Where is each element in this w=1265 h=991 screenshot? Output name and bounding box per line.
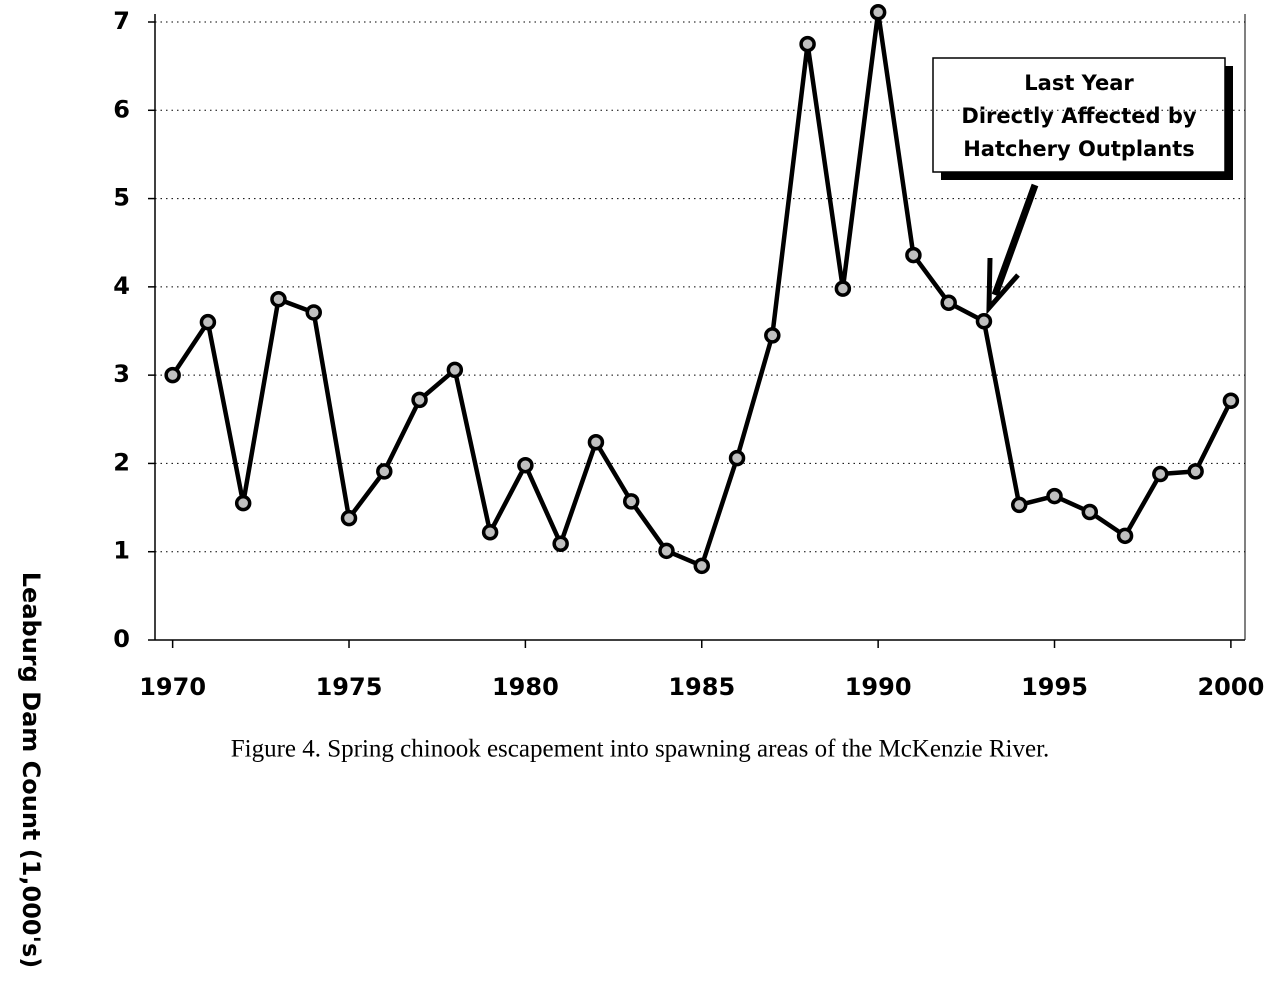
y-tick-label: 1	[113, 537, 130, 565]
data-point	[234, 494, 252, 512]
data-point	[1010, 496, 1028, 514]
data-point	[975, 313, 993, 330]
y-axis-label: Leaburg Dam Count (1,000's)	[17, 572, 45, 968]
annotation-line: Hatchery Outplants	[963, 137, 1195, 161]
annotation-line: Directly Affected by	[961, 104, 1197, 128]
data-point	[905, 246, 922, 264]
annotation-arrow	[986, 183, 1039, 315]
y-tick-label: 2	[113, 448, 130, 476]
data-point	[1187, 463, 1204, 480]
data-point	[1222, 392, 1240, 409]
data-point	[199, 313, 217, 331]
data-point	[1152, 465, 1169, 483]
data-point	[1046, 487, 1063, 505]
annotation-line: Last Year	[1024, 71, 1134, 95]
data-point	[376, 463, 393, 480]
data-point	[658, 542, 675, 560]
data-point	[340, 509, 358, 527]
y-tick-label: 5	[113, 184, 130, 212]
data-point	[446, 361, 464, 379]
x-tick-label: 1970	[139, 673, 206, 701]
caption: Figure 4. Spring chinook escapement into…	[231, 736, 1050, 763]
data-point	[1116, 527, 1134, 545]
data-point	[799, 35, 816, 53]
x-tick-label: 1980	[492, 673, 559, 701]
x-tick-label: 1985	[668, 673, 735, 701]
y-tick-label: 0	[113, 625, 130, 653]
data-point	[305, 304, 322, 321]
data-point	[693, 557, 711, 575]
y-tick-label: 6	[113, 95, 130, 123]
data-point	[940, 294, 957, 311]
data-point	[728, 449, 746, 467]
data-point	[552, 535, 569, 553]
data-point	[869, 4, 887, 21]
data-point	[164, 366, 181, 384]
y-tick-label: 4	[113, 272, 130, 300]
x-tick-label: 1990	[845, 673, 912, 701]
data-point	[834, 280, 852, 297]
data-point	[587, 433, 605, 451]
x-tick-label: 2000	[1197, 673, 1264, 701]
y-tick-label: 3	[113, 360, 130, 388]
annotation-box	[932, 57, 1226, 173]
data-point	[270, 290, 287, 308]
data-point	[764, 327, 781, 344]
data-point	[517, 456, 534, 474]
x-tick-label: 1975	[316, 673, 383, 701]
data-point	[481, 524, 499, 541]
data-point	[1081, 503, 1099, 521]
data-point	[411, 391, 428, 409]
data-point	[622, 493, 640, 510]
x-tick-label: 1995	[1021, 673, 1088, 701]
y-tick-label: 7	[113, 7, 130, 35]
